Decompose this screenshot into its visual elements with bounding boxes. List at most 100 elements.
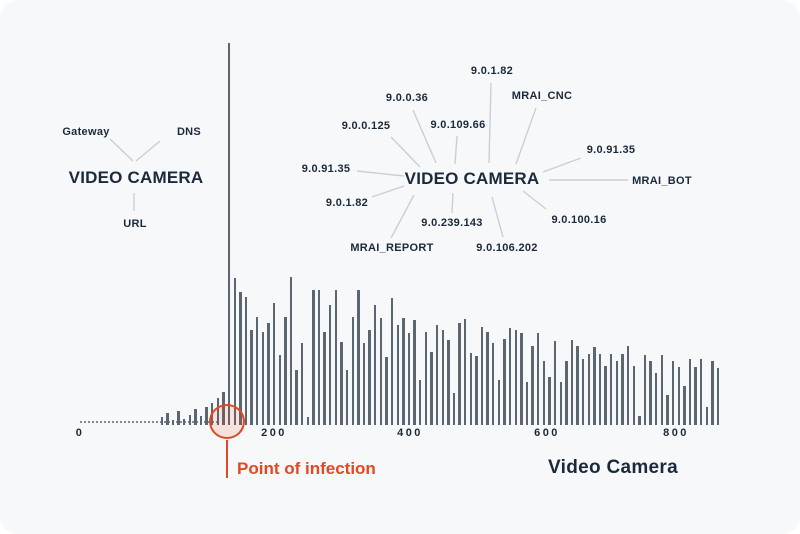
- node-label-dns: DNS: [176, 126, 202, 138]
- bar: [452, 393, 456, 425]
- bar: [323, 332, 326, 425]
- bar: [374, 305, 377, 425]
- bar: [194, 409, 197, 425]
- node-label-mrai-cnc: MRAI_CNC: [511, 90, 573, 102]
- bar: [188, 415, 191, 425]
- chart-caption: Video Camera: [548, 457, 678, 478]
- left-hub-label: VIDEO CAMERA: [68, 168, 204, 187]
- bar: [334, 290, 338, 425]
- bar: [340, 342, 343, 425]
- node-label-ip: 9.0.109.66: [430, 119, 486, 131]
- bar: [480, 327, 484, 425]
- bar: [244, 297, 248, 425]
- bar: [329, 305, 332, 425]
- node-label-ip: 9.0.91.35: [586, 144, 636, 156]
- node-label-ip: 9.0.106.202: [476, 242, 538, 254]
- bar: [486, 332, 489, 425]
- bar: [250, 330, 253, 425]
- bar: [458, 323, 461, 425]
- bar: [306, 417, 309, 425]
- node-label-url: URL: [123, 218, 147, 230]
- bar: [239, 292, 242, 425]
- bar: [441, 330, 444, 425]
- bar: [537, 333, 540, 425]
- bar: [402, 318, 405, 425]
- annotation-line: [225, 440, 228, 478]
- bar: [396, 325, 399, 425]
- bar: [565, 361, 568, 425]
- bar: [160, 417, 163, 425]
- bar: [514, 330, 517, 425]
- bar: [508, 328, 512, 425]
- bar: [312, 290, 315, 425]
- bar: [351, 317, 354, 425]
- bar: [424, 332, 428, 425]
- bar: [357, 290, 360, 425]
- bar: [632, 366, 635, 425]
- bar: [289, 277, 293, 425]
- bar: [390, 298, 394, 425]
- axis-dotted-baseline: [80, 421, 218, 423]
- bar: [362, 343, 366, 425]
- bar: [694, 367, 697, 425]
- bar: [520, 333, 523, 425]
- point-of-infection-label: Point of infection: [237, 459, 376, 478]
- bar: [553, 341, 557, 425]
- x-axis-tick: 0: [75, 427, 85, 439]
- bar: [267, 323, 270, 425]
- bar: [671, 361, 675, 425]
- x-axis-tick: 800: [663, 427, 689, 439]
- bar: [655, 373, 658, 425]
- bar: [700, 359, 703, 425]
- node-label-ip: 9.0.1.82: [470, 65, 514, 77]
- node-label-ip: 9.0.100.16: [551, 214, 607, 226]
- bar: [278, 355, 281, 425]
- bar: [660, 355, 664, 425]
- x-axis-tick: 600: [534, 427, 560, 439]
- bar: [582, 359, 585, 425]
- bar: [272, 303, 276, 425]
- bar: [531, 346, 534, 425]
- bar: [385, 357, 388, 425]
- bar: [570, 340, 574, 425]
- bar: [301, 343, 304, 425]
- bar: [503, 339, 506, 425]
- bar: [615, 361, 619, 425]
- bar: [205, 407, 208, 425]
- bar: [716, 368, 720, 425]
- bar: [199, 416, 203, 425]
- bar: [705, 407, 709, 425]
- bar: [171, 420, 175, 425]
- bar: [626, 346, 630, 425]
- node-label-mrai-report: MRAI_REPORT: [350, 242, 434, 254]
- bar: [475, 356, 478, 425]
- bar: [463, 319, 467, 425]
- node-label-ip: 9.0.239.143: [421, 217, 483, 229]
- bar: [525, 382, 529, 425]
- bar: [368, 330, 371, 425]
- bar: [548, 377, 551, 425]
- bar: [469, 353, 472, 425]
- bar: [261, 332, 265, 425]
- bar: [604, 366, 607, 425]
- bar: [688, 359, 692, 425]
- bar: [711, 361, 714, 425]
- bar: [638, 416, 641, 425]
- bar: [256, 317, 259, 425]
- bar: [227, 43, 231, 425]
- bar: [435, 325, 439, 425]
- bar: [233, 278, 236, 425]
- bar: [419, 380, 422, 425]
- bar: [598, 354, 602, 425]
- bar: [576, 346, 579, 425]
- bar: [182, 419, 186, 425]
- bar: [683, 386, 686, 425]
- bar: [610, 354, 613, 425]
- bar: [295, 370, 298, 425]
- node-label-ip: 9.0.91.35: [301, 163, 351, 175]
- bar: [317, 290, 321, 425]
- node-label-ip: 9.0.0.36: [385, 92, 429, 104]
- bar: [430, 352, 433, 425]
- bar: [284, 317, 287, 425]
